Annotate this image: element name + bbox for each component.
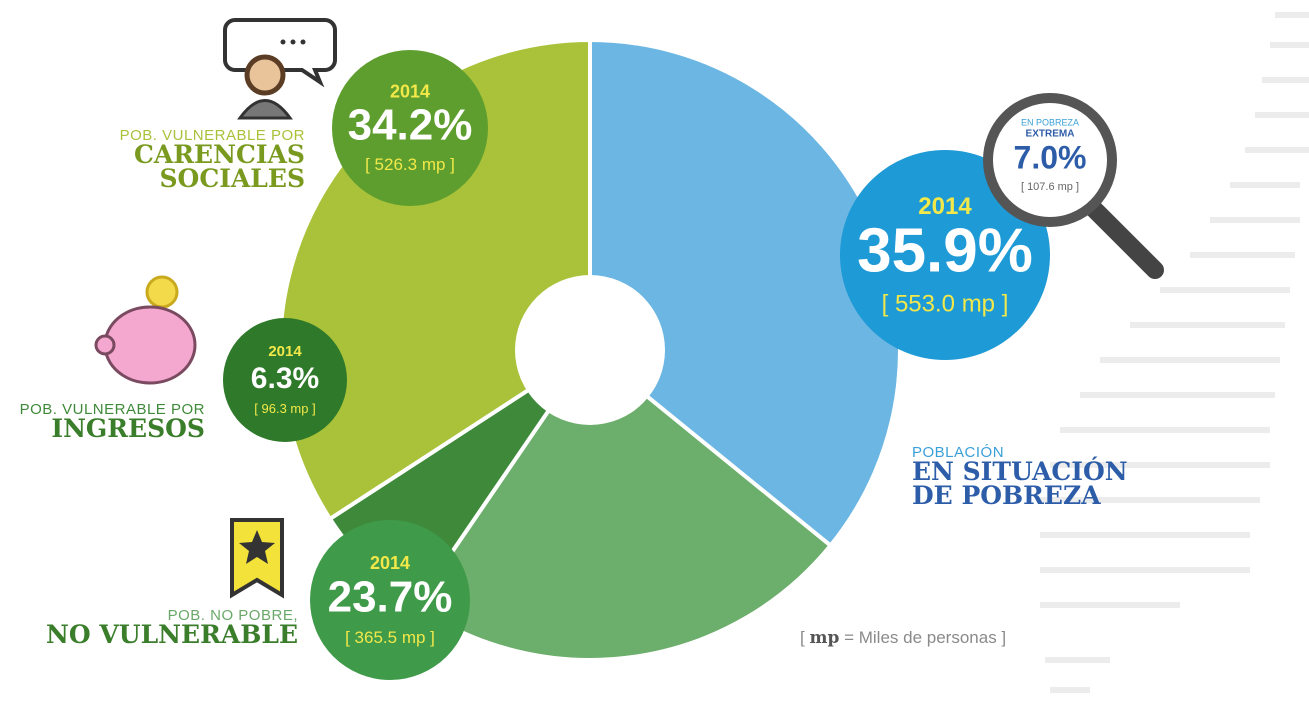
footnote-text: = Miles de personas ]	[844, 628, 1007, 647]
person-icon	[223, 18, 337, 120]
category-label: POB. NO POBRE, NO VULNERABLE	[38, 608, 298, 647]
magnifier	[983, 93, 1164, 279]
people-label: [ 365.5 mp ]	[345, 628, 435, 647]
category-label: POBLACIÓN EN SITUACIÓN DE POBREZA	[912, 445, 1172, 508]
year-label: 2014	[370, 553, 410, 573]
footnote-abbr: mp	[809, 628, 840, 648]
category-name: INGRESOS	[51, 414, 205, 443]
piggy-icon	[94, 275, 197, 385]
value-label: 23.7%	[328, 573, 453, 622]
category-prefix: POBLACIÓN	[912, 444, 1005, 461]
background-stripes	[1040, 12, 1309, 693]
extreme-value: 7.0%	[1014, 139, 1087, 175]
bookmark-icon	[230, 518, 284, 599]
footnote-open: [	[800, 628, 805, 647]
people-label: [ 96.3 mp ]	[254, 401, 315, 416]
category-name: NO VULNERABLE	[46, 620, 298, 649]
year-label: 2014	[918, 193, 972, 220]
category-prefix: POB. VULNERABLE POR	[19, 401, 205, 418]
year-label: 2014	[390, 82, 430, 102]
category-name: CARENCIAS SOCIALES	[133, 140, 305, 193]
slice	[412, 347, 834, 662]
value-bubble	[332, 50, 488, 206]
value-bubble	[310, 520, 470, 680]
value-label: 35.9%	[857, 216, 1033, 285]
category-prefix: POB. NO POBRE,	[167, 607, 298, 624]
year-label: 2014	[268, 343, 302, 360]
footnote: [ mp = Miles de personas ]	[800, 628, 1006, 648]
category-label: POB. VULNERABLE POR INGRESOS	[5, 402, 205, 441]
category-label: POB. VULNERABLE POR CARENCIAS SOCIALES	[115, 128, 305, 191]
value-label: 34.2%	[348, 101, 473, 150]
value-label: 6.3%	[251, 362, 319, 395]
category-name: EN SITUACIÓN DE POBREZA	[912, 457, 1128, 510]
value-bubble	[223, 318, 347, 442]
people-label: [ 526.3 mp ]	[365, 155, 455, 174]
category-prefix: POB. VULNERABLE POR	[119, 127, 305, 144]
extreme-prefix: EN POBREZA	[1021, 117, 1079, 127]
extreme-people: [ 107.6 mp ]	[1021, 181, 1079, 193]
value-bubble	[840, 150, 1050, 360]
donut-hole	[515, 275, 665, 425]
extreme-name: EXTREMA	[1026, 129, 1075, 140]
people-label: [ 553.0 mp ]	[882, 291, 1009, 318]
